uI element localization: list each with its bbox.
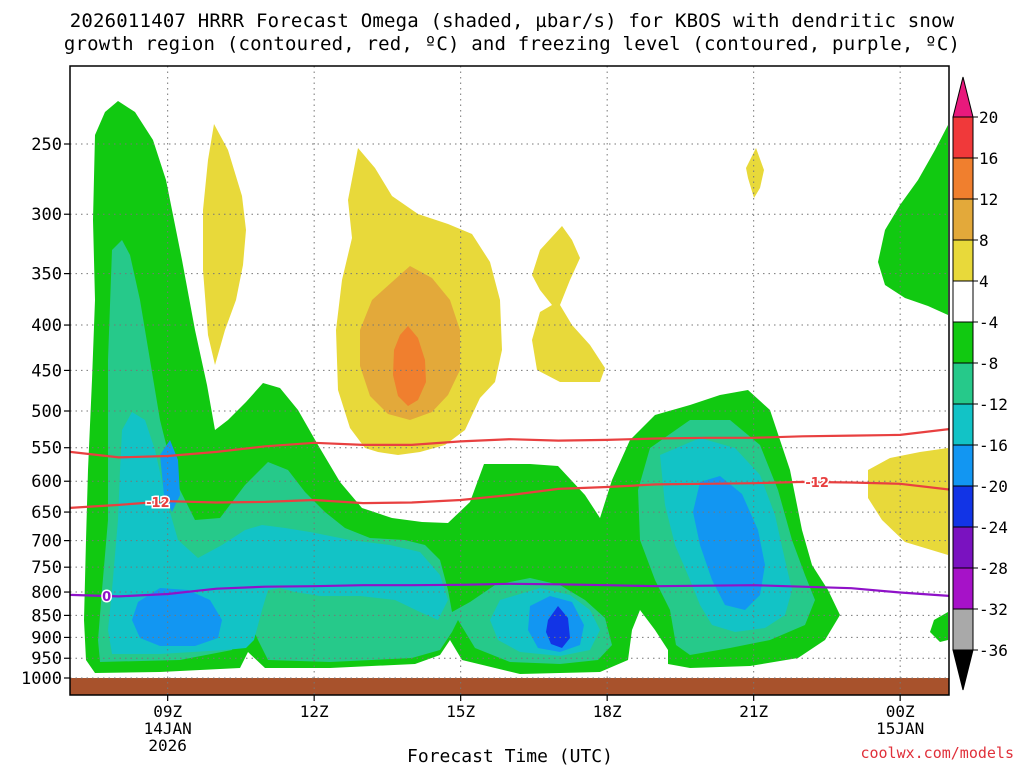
colorbar-max-arrow <box>952 76 974 118</box>
colorbar-label: 16 <box>979 149 998 168</box>
colorbar-bin <box>952 157 974 200</box>
omega-region-blue <box>132 440 765 652</box>
colorbar-label: -8 <box>979 354 998 373</box>
colorbar-label: -36 <box>979 641 1008 660</box>
colorbar-label: -16 <box>979 436 1008 455</box>
x-tick-date-label: 15JAN <box>876 719 924 738</box>
contour-line <box>70 582 949 598</box>
contour-line <box>70 480 949 509</box>
colorbar-label: 12 <box>979 190 998 209</box>
y-tick-label: 950 <box>31 649 62 669</box>
chart-title-line-2: growth region (contoured, red, ºC) and f… <box>63 33 961 55</box>
y-tick-label: 350 <box>31 265 62 285</box>
x-tick-label: 09Z <box>153 702 182 721</box>
colorbar-bin <box>952 321 974 364</box>
y-tick-label: 750 <box>31 558 62 578</box>
colorbar-bin <box>952 403 974 446</box>
omega-region-deep-blue <box>546 606 570 648</box>
omega-region-green-right <box>878 125 948 642</box>
x-tick-label: 21Z <box>739 702 768 721</box>
x-tick-label: 12Z <box>300 702 329 721</box>
colorbar-bin <box>952 567 974 610</box>
colorbar-bin <box>952 362 974 405</box>
omega-region-orange <box>393 326 426 406</box>
y-tick-label: 300 <box>31 205 62 225</box>
contour-label: -12 <box>146 496 170 511</box>
y-tick-label: 800 <box>31 583 62 603</box>
colorbar-label: 20 <box>979 108 998 127</box>
x-tick-label: 15Z <box>446 702 475 721</box>
y-tick-label: 650 <box>31 503 62 523</box>
colorbar-bin <box>952 444 974 487</box>
colorbar-min-arrow <box>952 649 974 691</box>
colorbar-label: -28 <box>979 559 1008 578</box>
x-tick-label: 18Z <box>593 702 622 721</box>
colorbar-bin <box>952 608 974 651</box>
contour-line <box>70 428 949 459</box>
y-tick-label: 1000 <box>21 669 62 689</box>
y-tick-label: 600 <box>31 472 62 492</box>
source-watermark: coolwx.com/models <box>860 744 1014 762</box>
contour-label: -12 <box>805 476 829 491</box>
colorbar-bin <box>952 198 974 241</box>
y-tick-label: 450 <box>31 361 62 381</box>
colorbar-label: -12 <box>979 395 1008 414</box>
y-tick-label: 900 <box>31 628 62 648</box>
colorbar-label: -4 <box>979 313 998 332</box>
y-tick-label: 700 <box>31 532 62 552</box>
colorbar-bin <box>952 280 974 323</box>
y-axis-tick-labels: 2503003504004505005506006507007508008509… <box>21 135 62 689</box>
plot-frame <box>69 65 950 696</box>
y-tick-label: 250 <box>31 135 62 155</box>
temperature-contours: -12 -12 0 <box>70 428 949 606</box>
colorbar-label: -20 <box>979 477 1008 496</box>
y-tick-label: 400 <box>31 316 62 336</box>
x-axis-label: Forecast Time (UTC) <box>407 746 613 767</box>
x-tick-date-label: 14JAN <box>144 719 192 738</box>
y-tick-label: 550 <box>31 439 62 459</box>
y-tick-label: 850 <box>31 606 62 626</box>
colorbar-bin <box>952 485 974 528</box>
y-tick-label: 500 <box>31 402 62 422</box>
colorbar-bin <box>952 239 974 282</box>
ground-surface <box>70 678 949 695</box>
chart-title-line-1: 2026011407 HRRR Forecast Omega (shaded, … <box>69 10 955 32</box>
contour-label: 0 <box>102 590 111 605</box>
colorbar-label: -24 <box>979 518 1008 537</box>
colorbar-bin <box>952 116 974 159</box>
colorbar-label: 8 <box>979 231 989 250</box>
x-tick-date-label: 2026 <box>148 736 187 755</box>
colorbar-bin <box>952 526 974 569</box>
omega-colorbar: 20 16 12 8 4 -4 -8 -12 -16 -20 -24 -28 -32 -36 <box>952 76 1008 691</box>
x-tick-label: 00Z <box>886 702 915 721</box>
colorbar-label: -32 <box>979 600 1008 619</box>
colorbar-label: 4 <box>979 272 989 291</box>
